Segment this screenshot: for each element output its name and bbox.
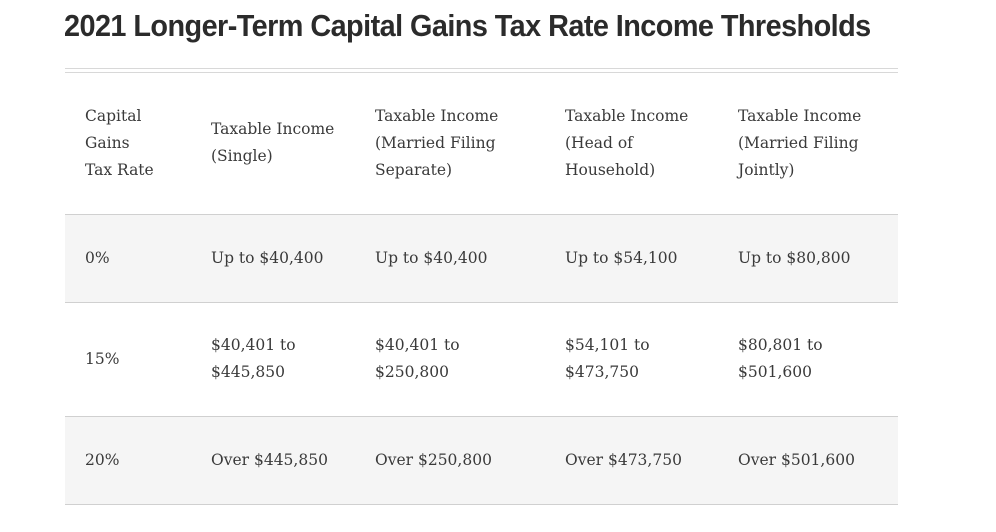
header-text-line: Household) [565,160,656,179]
table-cell-married-separate: Up to $40,400 [355,214,545,303]
table-cell-head-of-household: $54,101 to $473,750 [545,302,718,417]
cell-text: Over $445,850 [211,450,328,469]
table-cell-married-jointly: Up to $80,800 [718,214,898,303]
cell-text: $473,750 [565,363,639,381]
table-cell-married-jointly: Over $501,600 [718,416,898,505]
cell-text: $250,800 [375,363,449,381]
table-row: 20% Over $445,850 Over $250,800 Over $47… [65,416,898,505]
cell-text: Up to $54,100 [565,248,678,267]
table-row: 0% Up to $40,400 Up to $40,400 Up to $54… [65,214,898,303]
cell-text: 20% [85,450,120,469]
header-text-line: Taxable Income [375,106,499,125]
header-taxable-income-married-jointly: Taxable Income (Married Filing Jointly) [718,73,898,215]
table-cell-married-jointly: $80,801 to $501,600 [718,302,898,417]
header-taxable-income-single: Taxable Income (Single) [191,73,355,215]
table-header-row: Capital Gains Tax Rate Taxable Income (S… [65,73,898,215]
header-text-line: Capital [85,106,142,125]
thresholds-table: Capital Gains Tax Rate Taxable Income (S… [65,73,898,505]
table-cell-married-separate: $40,401 to $250,800 [355,302,545,417]
page-title: 2021 Longer-Term Capital Gains Tax Rate … [64,8,871,43]
header-text-line: Taxable Income [565,106,689,125]
cell-text: Over $501,600 [738,450,855,469]
header-text-line: (Head of [565,133,633,152]
cell-text: $40,401 to [211,336,296,354]
table-cell-rate: 20% [65,416,191,505]
cell-text: Up to $40,400 [211,248,324,267]
cell-text: $54,101 to [565,336,650,354]
header-capital-gains-tax-rate: Capital Gains Tax Rate [65,73,191,215]
table-cell-head-of-household: Over $473,750 [545,416,718,505]
cell-text: $80,801 to [738,336,823,354]
header-taxable-income-head-of-household: Taxable Income (Head of Household) [545,73,718,215]
cell-text: 0% [85,248,110,267]
table-cell-married-separate: Over $250,800 [355,416,545,505]
table-cell-head-of-household: Up to $54,100 [545,214,718,303]
cell-text: Up to $40,400 [375,248,488,267]
table-cell-rate: 15% [65,302,191,417]
header-text-line: Jointly) [738,160,795,179]
header-text-line: Taxable Income [738,106,862,125]
cell-text: $40,401 to [375,336,460,354]
header-text-line: (Married Filing [375,133,496,152]
header-text-line: Taxable Income [211,120,335,139]
table-row: 15% $40,401 to $445,850 $40,401 to $250,… [65,302,898,417]
header-text-line: Tax Rate [85,160,154,179]
table-cell-single: Over $445,850 [191,416,355,505]
cell-text: 15% [85,349,120,368]
cell-text: Up to $80,800 [738,248,851,267]
cell-text: $445,850 [211,363,285,381]
table-cell-rate: 0% [65,214,191,303]
cell-text: Over $250,800 [375,450,492,469]
header-taxable-income-married-separate: Taxable Income (Married Filing Separate) [355,73,545,215]
header-text-line: (Married Filing [738,133,859,152]
header-text-line: Gains [85,133,130,152]
table-cell-single: Up to $40,400 [191,214,355,303]
thresholds-table-container: Capital Gains Tax Rate Taxable Income (S… [65,68,898,505]
table-top-rule [65,68,898,73]
cell-text: Over $473,750 [565,450,682,469]
table-cell-single: $40,401 to $445,850 [191,302,355,417]
header-text-line: Separate) [375,160,453,179]
header-text-line: (Single) [211,147,273,166]
cell-text: $501,600 [738,363,812,381]
